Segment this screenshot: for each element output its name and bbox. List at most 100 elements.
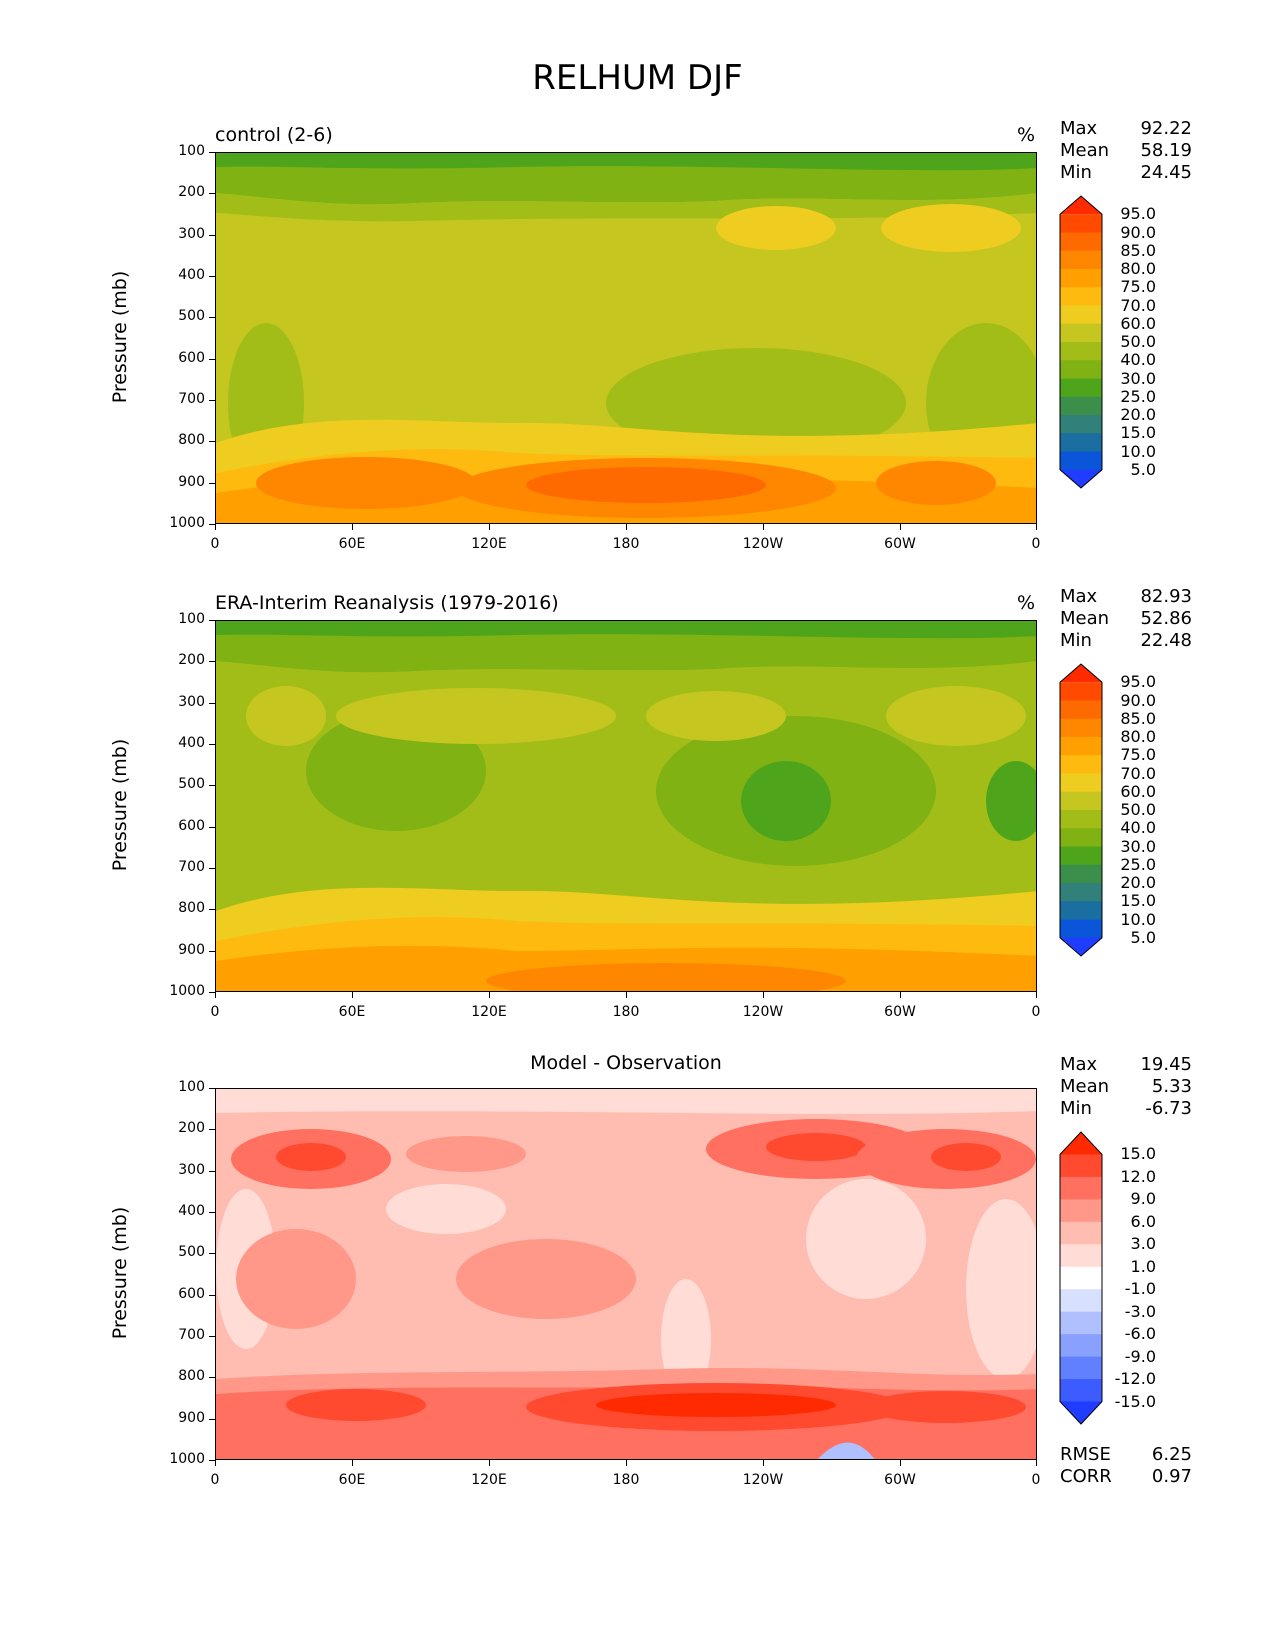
moist-blob-upper-east — [881, 204, 1021, 252]
stat-value-min: 24.45 — [1140, 162, 1192, 183]
stat-row-max: Max 92.22 — [1060, 118, 1192, 140]
colorbar-swatch — [1060, 1379, 1102, 1403]
x-tick-mark — [215, 1460, 216, 1466]
colorbar-swatch — [1060, 737, 1102, 756]
colorbar-outline — [1059, 663, 1103, 957]
x-tick-mark — [352, 524, 353, 530]
colorbar-swatch — [1060, 682, 1102, 701]
moist-blob-upper — [716, 206, 836, 250]
colorbar-label: -15.0 — [1114, 1391, 1156, 1411]
x-tick-label: 120E — [471, 1004, 507, 1020]
colorbar-label: 85.0 — [1120, 708, 1156, 728]
contour-fill-obs — [216, 621, 1036, 991]
panel-title-control: control (2-6) — [215, 124, 333, 146]
stats-control: Max 92.22 Mean 58.19 Min 24.45 — [1060, 118, 1192, 184]
figure-title: RELHUM DJF — [532, 58, 743, 98]
contour-fill-diff — [216, 1089, 1036, 1459]
band-80-85 — [486, 963, 846, 991]
colorbar-swatch — [1060, 883, 1102, 902]
colorbar-label: 75.0 — [1120, 277, 1156, 297]
diff-neg-surface — [817, 1442, 875, 1459]
y-tick-label: 600 — [178, 1285, 205, 1302]
y-tick-label: 300 — [178, 225, 205, 242]
y-axis-label-obs: Pressure (mb) — [109, 738, 131, 872]
x-tick-mark — [352, 1460, 353, 1466]
colorbar-swatch — [1060, 1266, 1102, 1290]
x-tick-label: 60W — [884, 1004, 916, 1020]
stat-row-corr: CORR 0.97 — [1060, 1466, 1192, 1488]
stat-row-mean: Mean 5.33 — [1060, 1076, 1192, 1098]
colorbar-swatch — [1060, 214, 1102, 233]
diff-low-east — [806, 1179, 926, 1299]
colorbar-label: 30.0 — [1120, 836, 1156, 856]
stat-value-min: 22.48 — [1140, 630, 1192, 651]
x-tick-mark — [763, 524, 764, 530]
contour-plot-diff — [215, 1088, 1037, 1460]
band-85-90 — [526, 467, 766, 503]
colorbar-label: 90.0 — [1120, 222, 1156, 242]
contour-plot-control — [215, 152, 1037, 524]
y-tick-mark — [209, 1336, 215, 1337]
stat-row-mean: Mean 52.86 — [1060, 608, 1192, 630]
y-tick-label: 200 — [178, 1120, 205, 1137]
dry-band-top-core — [216, 621, 1036, 639]
y-tick-label: 500 — [178, 308, 205, 325]
colorbar-swatch — [1060, 396, 1102, 416]
stats-diff: Max 19.45 Mean 5.33 Min -6.73 — [1060, 1054, 1192, 1120]
colorbar-label: 80.0 — [1120, 259, 1156, 278]
stat-row-min: Min 22.48 — [1060, 630, 1192, 652]
colorbar-swatch — [1060, 451, 1102, 471]
colorbar-label: 70.0 — [1120, 295, 1156, 315]
diff-mid-center — [456, 1239, 636, 1319]
colorbar-label: 25.0 — [1120, 386, 1156, 406]
colorbar-swatch — [1060, 1199, 1102, 1223]
contour-fill-control — [216, 153, 1036, 523]
x-tick-label: 0 — [210, 1004, 220, 1020]
y-tick-label: 600 — [178, 817, 205, 834]
diff-near-zero-top — [216, 1089, 1036, 1114]
colorbar-label: 5.0 — [1130, 927, 1156, 947]
x-tick-label: 180 — [612, 1004, 640, 1020]
diff-low-center — [386, 1184, 506, 1234]
colorbar-swatch — [1060, 718, 1102, 738]
y-tick-label: 300 — [178, 1161, 205, 1178]
x-tick-label: 120E — [471, 536, 507, 552]
colorbar-label: 75.0 — [1120, 745, 1156, 765]
x-tick-label: 0 — [1031, 1472, 1041, 1488]
stats-obs: Max 82.93 Mean 52.86 Min 22.48 — [1060, 586, 1192, 652]
diff-pos-atlantic-core — [931, 1143, 1001, 1171]
colorbar-swatch — [1060, 901, 1102, 920]
colorbar-swatch — [1060, 828, 1102, 847]
colorbar-swatch — [1060, 1401, 1102, 1424]
stat-label-corr: CORR — [1060, 1466, 1112, 1487]
colorbar-swatch — [1060, 305, 1102, 325]
y-tick-mark — [209, 620, 215, 621]
colorbar-swatch — [1060, 1289, 1102, 1313]
panel-title-obs: ERA-Interim Reanalysis (1979-2016) — [215, 592, 559, 614]
colorbar-swatch — [1060, 755, 1102, 774]
colorbar-swatch — [1060, 323, 1102, 343]
contour-plot-obs — [215, 620, 1037, 992]
y-tick-label: 700 — [178, 391, 205, 407]
colorbar-swatch — [1060, 433, 1102, 452]
colorbar-label: 40.0 — [1120, 818, 1156, 838]
x-tick-mark — [900, 992, 901, 998]
y-tick-label: 300 — [178, 693, 205, 710]
colorbar-swatch — [1060, 232, 1102, 252]
colorbar-swatch — [1060, 919, 1102, 939]
colorbar-label: 50.0 — [1120, 800, 1156, 819]
y-tick-label: 500 — [178, 1244, 205, 1261]
colorbar-diff — [1059, 1131, 1103, 1425]
colorbar-swatch — [1060, 864, 1102, 884]
x-tick-label: 60W — [884, 1472, 916, 1488]
x-tick-mark — [626, 992, 627, 998]
colorbar-swatch — [1060, 1132, 1102, 1155]
colorbar-outline — [1059, 1131, 1103, 1425]
diff-pos-pacific-core — [766, 1133, 866, 1161]
colorbar-outline — [1059, 195, 1103, 489]
moist-blob-center — [336, 688, 616, 744]
colorbar-swatch — [1060, 846, 1102, 866]
y-tick-label: 100 — [178, 1079, 205, 1095]
x-tick-mark — [489, 524, 490, 530]
colorbar-label: 40.0 — [1120, 350, 1156, 370]
